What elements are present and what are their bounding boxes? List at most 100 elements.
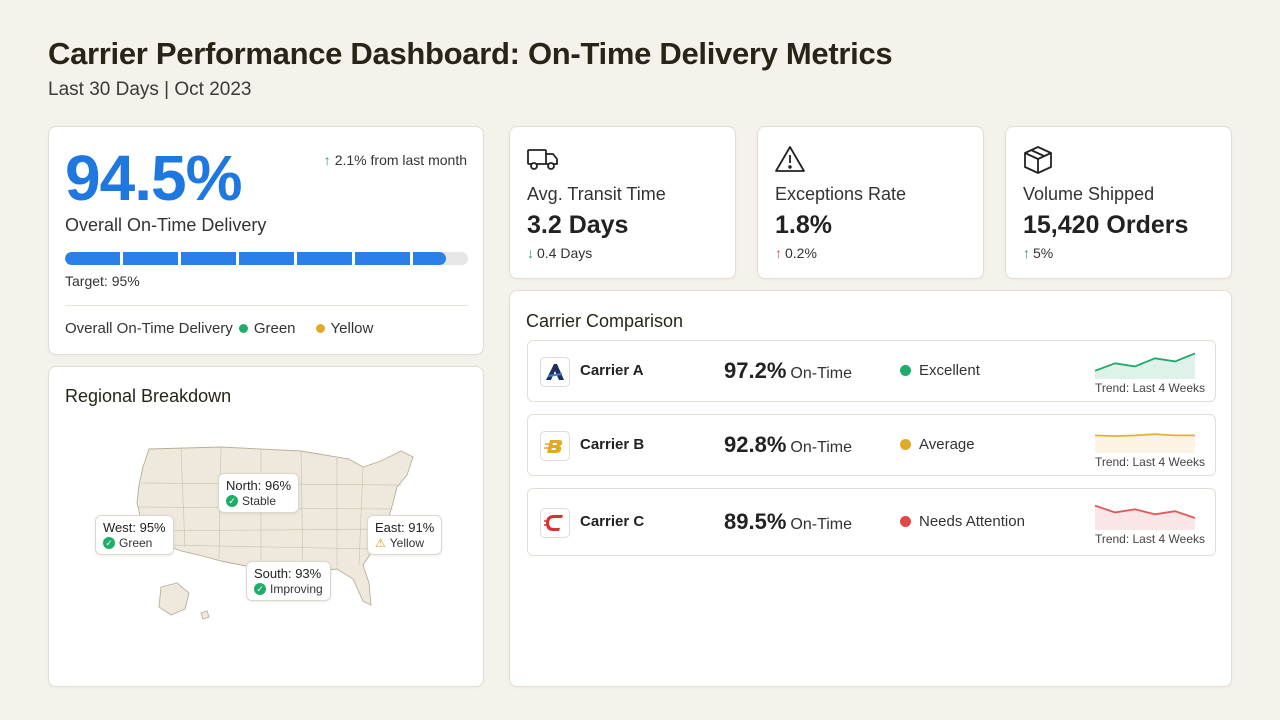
trend-sparkline — [1094, 352, 1196, 379]
arrow-up-icon: ↑ — [1023, 245, 1030, 261]
kpi-label: Avg. Transit Time — [527, 184, 666, 204]
overall-label: Overall On-Time Delivery — [65, 215, 267, 235]
status-dot-icon — [900, 365, 911, 376]
trend-sparkline — [1094, 433, 1195, 453]
north-status: ✓ Stable — [226, 494, 291, 508]
overall-progress-bar — [65, 252, 468, 265]
overall-percent: 94.5% — [65, 142, 242, 214]
trend-sparkline — [1094, 504, 1196, 530]
check-icon: ✓ — [254, 583, 266, 595]
trend-line — [1094, 504, 1196, 519]
carrier-percent: 92.8% On-Time — [724, 432, 852, 458]
kpi-card-exceptions: Exceptions Rate 1.8% ↑ 0.2% — [757, 126, 984, 279]
east-status-text: Yellow — [389, 536, 425, 550]
kpi-change-text: 5% — [1033, 245, 1054, 261]
trend-label: Trend: Last 4 Weeks — [1094, 455, 1205, 469]
kpi-value: 1.8% — [775, 211, 832, 239]
north-status-text: Stable — [242, 494, 277, 508]
carrier-b-logo-icon — [540, 431, 570, 461]
carrier-status: Needs Attention — [900, 513, 1025, 530]
page-title: Carrier Performance Dashboard: On-Time D… — [48, 36, 893, 71]
trend-label: Trend: Last 4 Weeks — [1094, 532, 1205, 546]
south-status-text: Improving — [270, 582, 323, 596]
kpi-change-text: 0.2% — [785, 245, 817, 261]
carrier-c-logo-icon — [540, 508, 570, 538]
trend-area — [1095, 434, 1195, 453]
trend-area — [1095, 505, 1195, 530]
trend-area — [1095, 353, 1195, 379]
legend-yellow: Yellow — [330, 320, 374, 337]
kpi-value: 3.2 Days — [527, 211, 629, 239]
divider — [65, 305, 468, 306]
package-icon — [1024, 146, 1052, 174]
regional-breakdown-card: Regional Breakdown North: 96% ✓ Stable We… — [48, 366, 484, 687]
overall-change-text: 2.1% from last month — [334, 152, 467, 168]
ontime-label: On-Time — [790, 365, 853, 382]
north-label: North: 96% — [226, 478, 292, 493]
legend-label: Overall On-Time Delivery — [65, 320, 233, 337]
carrier-status-text: Needs Attention — [919, 513, 1025, 530]
east-label: East: 91% — [375, 520, 435, 535]
carrier-status-text: Excellent — [919, 362, 980, 379]
regional-title: Regional Breakdown — [65, 386, 232, 406]
check-icon: ✓ — [103, 537, 115, 549]
region-label-north: North: 96% ✓ Stable — [218, 473, 300, 513]
carrier-row-b[interactable]: Carrier B 92.8% On-Time Average Trend: La… — [527, 414, 1216, 476]
yellow-dot-icon — [315, 324, 325, 333]
kpi-label: Exceptions Rate — [775, 184, 907, 204]
status-dot-icon — [900, 439, 911, 450]
truck-icon — [527, 149, 558, 170]
trend-label: Trend: Last 4 Weeks — [1094, 381, 1205, 395]
overall-change: ↑ 2.1% from last month — [324, 152, 467, 168]
carrier-percent-value: 97.2% — [724, 358, 787, 383]
warning-icon: ⚠ — [375, 536, 386, 550]
carrier-name: Carrier C — [580, 513, 645, 530]
region-label-south: South: 93% ✓ Improving — [246, 561, 331, 601]
kpi-value: 15,420 Orders — [1023, 211, 1189, 239]
green-dot-icon — [238, 324, 248, 333]
ontime-label: On-Time — [790, 516, 853, 533]
kpi-change: ↓ 0.4 Days — [527, 245, 592, 261]
carrier-a-logo-icon — [540, 357, 570, 387]
east-status: ⚠ Yellow — [375, 536, 434, 550]
west-status-text: Green — [119, 536, 153, 550]
comparison-title: Carrier Comparison — [526, 311, 684, 331]
kpi-card-transit: Avg. Transit Time 3.2 Days ↓ 0.4 Days — [509, 126, 736, 279]
carrier-row-c[interactable]: Carrier C 89.5% On-Time Needs Attention T… — [527, 488, 1216, 556]
carrier-percent: 97.2% On-Time — [724, 358, 852, 384]
kpi-change-text: 0.4 Days — [537, 245, 593, 261]
kpi-change: ↑ 5% — [1023, 245, 1053, 261]
check-icon: ✓ — [226, 495, 238, 507]
trend-line — [1094, 352, 1196, 372]
carrier-percent-value: 89.5% — [724, 509, 787, 534]
kpi-card-volume: Volume Shipped 15,420 Orders ↑ 5% — [1005, 126, 1232, 279]
carrier-name: Carrier B — [580, 436, 645, 453]
legend-green: Green — [253, 320, 296, 337]
region-label-east: East: 91% ⚠ Yellow — [367, 515, 443, 555]
overall-legend: Overall On-Time Delivery Green Yellow — [65, 320, 373, 337]
carrier-percent-value: 92.8% — [724, 432, 787, 457]
warning-icon — [775, 146, 805, 172]
south-status: ✓ Improving — [254, 582, 323, 596]
page-subtitle: Last 30 Days | Oct 2023 — [48, 79, 252, 100]
arrow-down-icon: ↓ — [527, 245, 534, 261]
west-label: West: 95% — [103, 520, 166, 535]
carrier-status: Average — [900, 436, 975, 453]
carrier-status: Excellent — [900, 362, 980, 379]
ontime-label: On-Time — [790, 439, 853, 456]
trend-line — [1094, 433, 1195, 438]
carrier-comparison-card: Carrier Comparison Carrier A 97.2% On-Tim… — [509, 290, 1232, 687]
west-status: ✓ Green — [103, 536, 166, 550]
arrow-up-icon: ↑ — [323, 152, 331, 168]
south-label: South: 93% — [254, 566, 322, 581]
kpi-label: Volume Shipped — [1023, 184, 1155, 204]
overall-progress-fill — [65, 252, 446, 265]
status-dot-icon — [900, 516, 911, 527]
carrier-row-a[interactable]: Carrier A 97.2% On-Time Excellent Trend: … — [527, 340, 1216, 402]
carrier-name: Carrier A — [580, 362, 644, 379]
kpi-change: ↑ 0.2% — [775, 245, 817, 261]
overall-ontime-card: 94.5% ↑ 2.1% from last month Overall On-T… — [48, 126, 484, 355]
arrow-up-icon: ↑ — [775, 245, 782, 261]
us-map-icon — [136, 446, 414, 620]
target-text: Target: 95% — [65, 273, 140, 289]
